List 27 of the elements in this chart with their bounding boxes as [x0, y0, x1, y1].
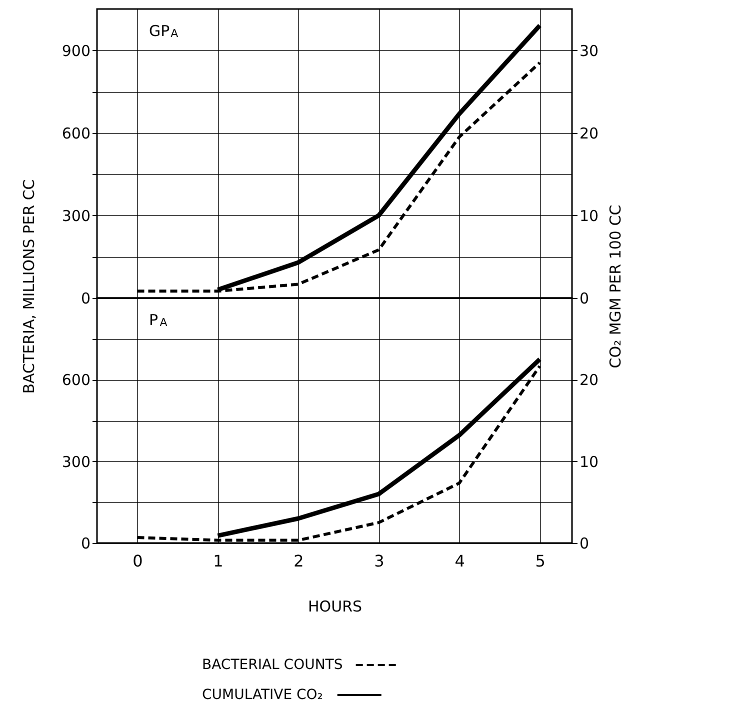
y2-tick-label: 20	[580, 371, 599, 390]
y2-axis-title: CO₂ MGM PER 100 CC	[606, 204, 625, 368]
y-tick-label: 0	[80, 534, 90, 552]
y2-tick-label: 20	[580, 124, 599, 142]
x-tick-label: 1	[213, 552, 224, 570]
x-tick-label: 3	[374, 552, 384, 570]
y-tick-label: 0	[80, 290, 90, 308]
y-tick-label: 900	[62, 42, 90, 60]
x-axis-title: HOURS	[308, 598, 362, 616]
legend-label: CUMULATIVE CO₂	[202, 687, 323, 703]
y2-tick-label: 10	[580, 206, 599, 225]
annotation: GPA	[149, 22, 179, 40]
y2-tick-label: 10	[580, 452, 599, 471]
x-tick-label: 0	[132, 552, 143, 570]
y-tick-label: 300	[62, 452, 90, 471]
y2-tick-label: 0	[580, 534, 590, 552]
x-tick-label: 4	[454, 552, 465, 570]
y2-tick-label: 0	[580, 290, 590, 308]
y2-tick-label: 30	[580, 42, 599, 60]
y-tick-label: 600	[62, 371, 90, 390]
y-tick-label: 600	[62, 124, 90, 142]
annotation: PA	[149, 311, 168, 329]
x-tick-label: 2	[294, 552, 304, 570]
y-tick-label: 300	[62, 206, 90, 225]
y-axis-title: BACTERIA, MILLIONS PER CC	[20, 179, 38, 394]
x-tick-label: 5	[535, 552, 546, 570]
legend-label: BACTERIAL COUNTS	[202, 657, 343, 673]
